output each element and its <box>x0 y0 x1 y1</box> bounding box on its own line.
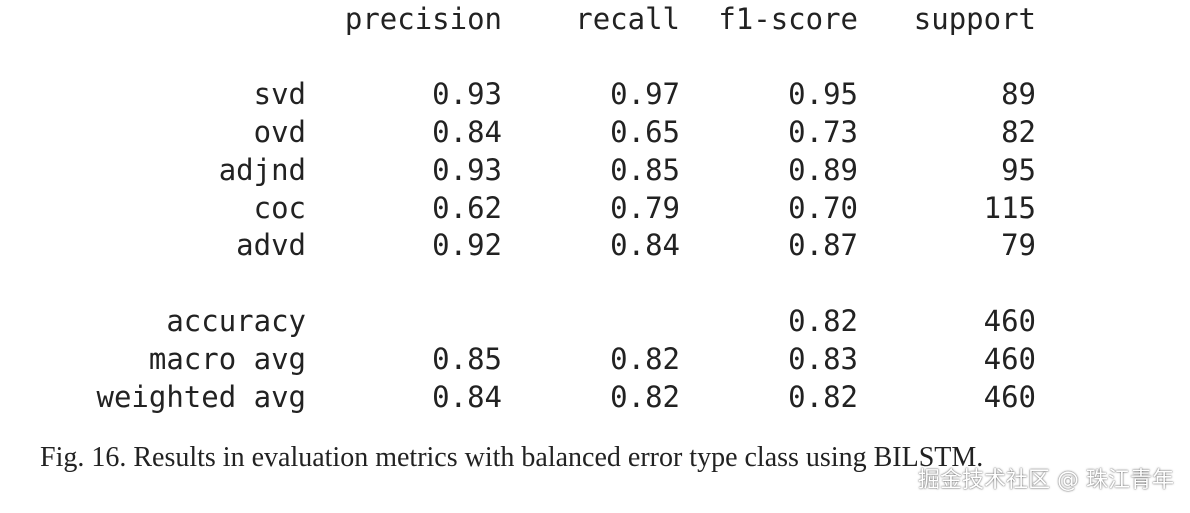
row-label: coc <box>253 191 306 225</box>
row-recall: 0.79 <box>610 191 680 225</box>
row-recall: 0.97 <box>610 77 680 111</box>
watermark: 掘金技术社区 @ 珠江青年 <box>918 468 1174 493</box>
summary-f1: 0.82 <box>788 304 858 338</box>
row-f1: 0.89 <box>788 153 858 187</box>
row-precision: 0.93 <box>432 153 502 187</box>
row-precision: 0.62 <box>432 191 502 225</box>
summary-recall: 0.82 <box>610 342 680 376</box>
header-support: support <box>913 2 1036 36</box>
summary-label: accuracy <box>166 304 306 338</box>
summary-f1: 0.82 <box>788 380 858 414</box>
row-support: 82 <box>1001 115 1036 149</box>
row-support: 79 <box>1001 228 1036 262</box>
row-support: 115 <box>983 191 1036 225</box>
row-precision: 0.84 <box>432 115 502 149</box>
summary-f1: 0.83 <box>788 342 858 376</box>
row-label: adjnd <box>218 153 306 187</box>
row-support: 89 <box>1001 77 1036 111</box>
row-recall: 0.65 <box>610 115 680 149</box>
summary-label: macro avg <box>148 342 306 376</box>
summary-precision: 0.84 <box>432 380 502 414</box>
row-f1: 0.70 <box>788 191 858 225</box>
summary-support: 460 <box>983 380 1036 414</box>
classification-report: precision recall f1-score support svd 0.… <box>96 2 1036 414</box>
row-precision: 0.92 <box>432 228 502 262</box>
summary-precision: 0.85 <box>432 342 502 376</box>
row-f1: 0.73 <box>788 115 858 149</box>
row-recall: 0.85 <box>610 153 680 187</box>
row-label: svd <box>253 77 306 111</box>
header-precision: precision <box>344 2 502 36</box>
row-f1: 0.95 <box>788 77 858 111</box>
header-f1-score: f1-score <box>718 2 858 36</box>
row-support: 95 <box>1001 153 1036 187</box>
summary-support: 460 <box>983 304 1036 338</box>
row-label: advd <box>236 228 306 262</box>
summary-recall: 0.82 <box>610 380 680 414</box>
figure-caption: Fig. 16. Results in evaluation metrics w… <box>40 442 984 473</box>
row-f1: 0.87 <box>788 228 858 262</box>
header-recall: recall <box>575 2 680 36</box>
summary-label: weighted avg <box>96 380 306 414</box>
summary-support: 460 <box>983 342 1036 376</box>
row-recall: 0.84 <box>610 228 680 262</box>
row-label: ovd <box>253 115 306 149</box>
row-precision: 0.93 <box>432 77 502 111</box>
